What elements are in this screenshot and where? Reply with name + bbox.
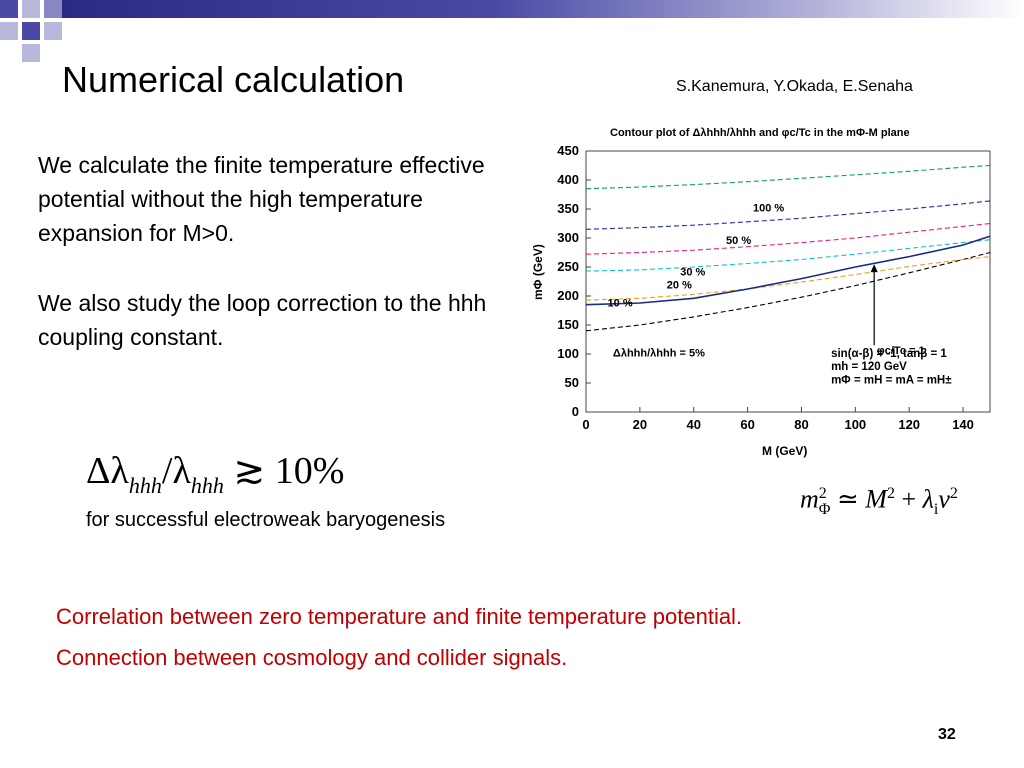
x-tick-label: 0 — [582, 417, 589, 432]
y-tick-label: 200 — [557, 288, 579, 303]
y-tick-label: 350 — [557, 201, 579, 216]
y-tick-label: 0 — [572, 404, 579, 419]
series-label-1: 10 % — [608, 297, 633, 309]
formula-mass-plus: + — [901, 484, 917, 514]
series-line-5 — [585, 164, 991, 190]
formula-mass-m-sub: Φ — [818, 500, 831, 518]
y-tick-label: 50 — [565, 375, 579, 390]
y-tick-label: 150 — [557, 317, 579, 332]
formula-mass-M: M — [865, 484, 887, 514]
formula-delta-lambda: Δλhhh/λhhh ≳ 10% — [86, 448, 344, 509]
x-tick-label: 40 — [686, 417, 700, 432]
formula-mass-M-sup: 2 — [886, 485, 895, 502]
formula-delta-sub2: hhh — [190, 473, 224, 498]
annotation-2: mh = 120 GeV — [831, 361, 907, 373]
template-logo-squares — [0, 0, 62, 62]
formula-mass-approx: ≃ — [836, 484, 859, 514]
formula-delta-symbol: Δλ — [86, 450, 129, 492]
y-axis-label: mΦ (GeV) — [531, 244, 545, 300]
formula-mass-lambda-sub: i — [933, 500, 939, 518]
formula-delta-sub1: hhh — [128, 473, 162, 498]
series-label-4: 50 % — [726, 235, 751, 247]
x-tick-label: 100 — [844, 417, 866, 432]
body-paragraph-1: We calculate the finite temperature effe… — [38, 152, 485, 246]
slide-number: 32 — [938, 726, 956, 743]
series-line-4 — [585, 200, 991, 230]
series-line-2 — [585, 239, 991, 272]
x-tick-label: 80 — [794, 417, 808, 432]
formula-mass-relation: m2Φ ≃ M2 + λiv2 — [800, 474, 958, 530]
formula-delta-slash: / — [161, 450, 173, 492]
x-tick-label: 60 — [740, 417, 754, 432]
series-line-6 — [585, 235, 991, 306]
plot-frame — [585, 150, 991, 413]
x-axis-label: M (GeV) — [762, 444, 807, 458]
authors: S.Kanemura, Y.Okada, E.Senaha — [676, 78, 913, 95]
phi-arrow-head — [870, 264, 878, 273]
annotation-1: sin(α-β) = -1, tanβ = 1 — [831, 348, 947, 360]
formula-mass-lambda: λ — [922, 484, 934, 514]
y-tick-label: 250 — [557, 259, 579, 274]
formula-mass-m: m — [800, 484, 819, 514]
formula-mass-m-sup: 2 — [818, 485, 827, 502]
y-tick-label: 450 — [557, 143, 579, 158]
formula-delta-lambda: λ — [172, 450, 191, 492]
formula-mass-v-sup: 2 — [949, 485, 958, 502]
page-title: Numerical calculation — [62, 59, 405, 100]
formula-delta-value: 10% — [274, 450, 345, 492]
annotation-0: φc/Tc = 1 — [877, 345, 925, 357]
x-tick-label: 20 — [633, 417, 647, 432]
y-tick-label: 300 — [557, 230, 579, 245]
formula-delta-relation: ≳ — [233, 450, 266, 492]
template-top-bar — [62, 0, 1024, 18]
series-label-0: Δλhhh/λhhh = 5% — [613, 347, 705, 359]
annotation-3: mΦ = mH = mA = mH± — [831, 375, 952, 387]
series-label-5: 100 % — [753, 202, 784, 214]
conclusion-line-1: Correlation between zero temperature and… — [56, 604, 743, 629]
series-label-3: 30 % — [680, 267, 705, 279]
series-line-1 — [585, 256, 991, 301]
conclusion-line-2: Connection between cosmology and collide… — [56, 645, 568, 670]
body-paragraph-2: We also study the loop correction to the… — [38, 290, 487, 350]
x-tick-label: 140 — [952, 417, 974, 432]
formula-mass-v: v — [938, 484, 950, 514]
y-tick-label: 400 — [557, 172, 579, 187]
y-tick-label: 100 — [557, 346, 579, 361]
series-line-3 — [585, 222, 991, 255]
x-tick-label: 120 — [898, 417, 920, 432]
series-line-0 — [585, 251, 991, 332]
caption-baryogenesis: for successful electroweak baryogenesis — [86, 509, 446, 531]
contour-plot-chart: Contour plot of Δλhhh/λhhh and φc/Tc in … — [531, 127, 991, 458]
series-label-2: 20 % — [667, 279, 692, 291]
chart-title: Contour plot of Δλhhh/λhhh and φc/Tc in … — [610, 127, 910, 139]
